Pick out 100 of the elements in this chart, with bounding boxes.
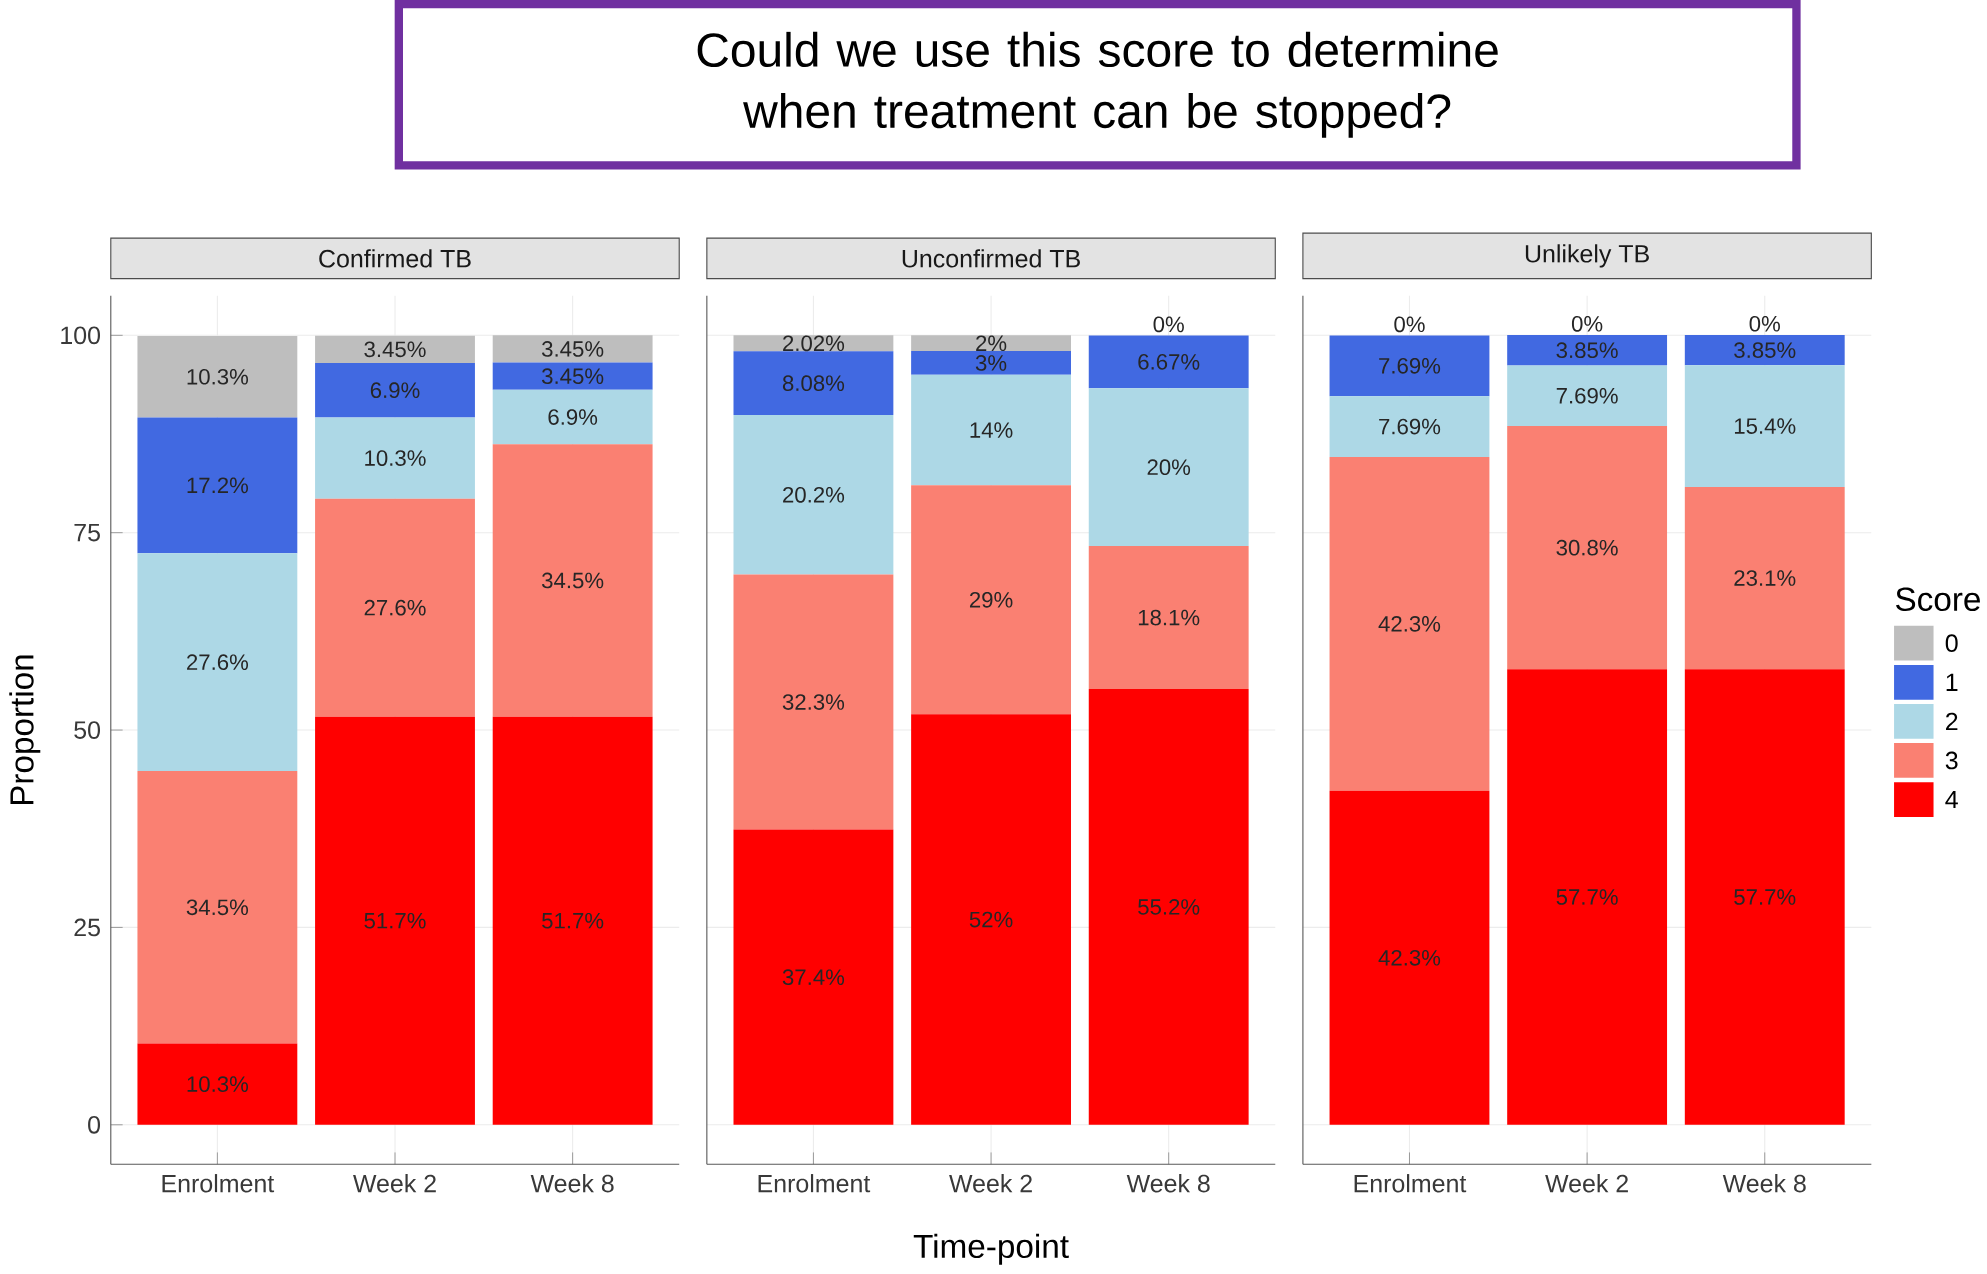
data-label: 6.67% [1138,354,1200,370]
bar [315,417,475,499]
bar [911,374,1071,486]
bar [1088,388,1249,547]
bar [911,335,1071,352]
bar [1088,689,1249,1125]
data-label: 7.69% [1379,358,1441,374]
legend-label: 0 [1945,634,1958,653]
data-label: 3.45% [542,341,604,357]
data-label: 14% [970,422,1013,438]
data-label: 17.2% [187,477,249,494]
data-label: 3.45% [364,341,426,358]
data-label: 34.5% [186,899,249,916]
data-label: 3% [975,355,1007,371]
data-label: 10.3% [187,368,249,385]
legend-label: 2 [1946,712,1958,731]
data-label: 37.4% [782,969,845,986]
data-label: 2% [976,335,1007,352]
data-label: 6.9% [548,409,598,425]
data-label: 29% [969,591,1013,608]
legend-label: 3 [1945,751,1958,770]
y-tick-label: 50 [74,721,101,739]
bar [137,1043,298,1125]
data-label: 57.7% [1734,889,1796,905]
data-label: 23.1% [1734,570,1796,586]
data-label: 2.02% [783,335,845,352]
bar [911,714,1071,1125]
bar [733,574,894,830]
bar [315,498,475,717]
bar [315,362,475,418]
data-label: 7.69% [1379,418,1441,435]
data-label: 0% [1153,316,1184,333]
data-label: 15.4% [1734,418,1796,434]
data-label: 55.2% [1138,899,1200,915]
chart-title: Unlikely TB [1525,244,1649,268]
x-tick-label: Week 2 [949,1174,1032,1193]
bar [1507,669,1668,1125]
bar [137,336,298,418]
y-tick-label: 25 [74,918,100,937]
bar [315,335,475,363]
data-label: 42.3% [1378,950,1441,966]
data-label: 0% [1394,316,1425,333]
data-label: 42.3% [1378,616,1441,632]
bar [137,553,298,772]
bar [1507,365,1668,427]
data-label: 20.2% [783,486,845,503]
legend-title: Score [1896,587,1980,612]
x-tick-label: Week 8 [1126,1174,1210,1193]
data-label: 57.7% [1556,889,1618,905]
bar [1088,546,1249,690]
data-label: 51.7% [542,912,604,929]
data-label: 8.08% [782,375,845,392]
bar [492,444,653,717]
y-axis-title: Proportion [9,655,41,805]
bar [733,829,894,1125]
bar [1507,426,1668,670]
bar [492,716,653,1125]
y-tick-label: 0 [88,1115,101,1134]
x-tick-label: Week 8 [1722,1174,1806,1193]
bar [1684,365,1845,487]
legend-label: 1 [1946,673,1958,691]
bar [1507,335,1668,366]
data-label: 10.3% [187,1076,249,1093]
bar [733,415,894,575]
x-tick-label: Week 2 [353,1174,436,1193]
data-label: 51.7% [364,912,426,929]
chart-title: Unconfirmed TB [902,249,1080,268]
y-tick-label: 100 [61,326,101,345]
bar [492,362,653,390]
text: Could we use this score to determine when treatment can be stopped? [697,31,1498,138]
data-label: 52% [969,911,1013,928]
data-label: 18.1% [1138,609,1200,626]
bar [1329,456,1490,791]
y-tick-label: 75 [74,524,100,542]
chart-title: Confirmed TB [319,249,471,268]
data-label: 27.6% [187,654,249,671]
bar [1329,790,1490,1125]
bar [911,485,1071,715]
data-label: 20% [1147,459,1191,476]
bar [1329,396,1490,457]
bar [1329,335,1490,397]
bar [1684,334,1845,366]
x-tick-label: Week 2 [1545,1174,1628,1193]
data-label: 30.8% [1556,539,1618,556]
bar [492,335,653,363]
bar [315,716,475,1125]
data-label: 27.6% [364,599,426,616]
data-label: 7.69% [1556,387,1618,404]
data-label: 34.5% [542,572,604,589]
bar [733,351,894,416]
x-axis-title: Time-point [913,1233,1069,1265]
x-tick-label: Enrolment [758,1174,871,1193]
bar [1088,335,1249,389]
legend-label: 4 [1945,790,1958,809]
x-tick-label: Week 8 [530,1174,614,1193]
data-label: 3.85% [1734,342,1796,359]
data-label: 0% [1571,316,1603,332]
data-label: 10.3% [365,450,426,466]
data-label: 32.3% [782,694,845,710]
data-label: 3.45% [542,368,604,385]
